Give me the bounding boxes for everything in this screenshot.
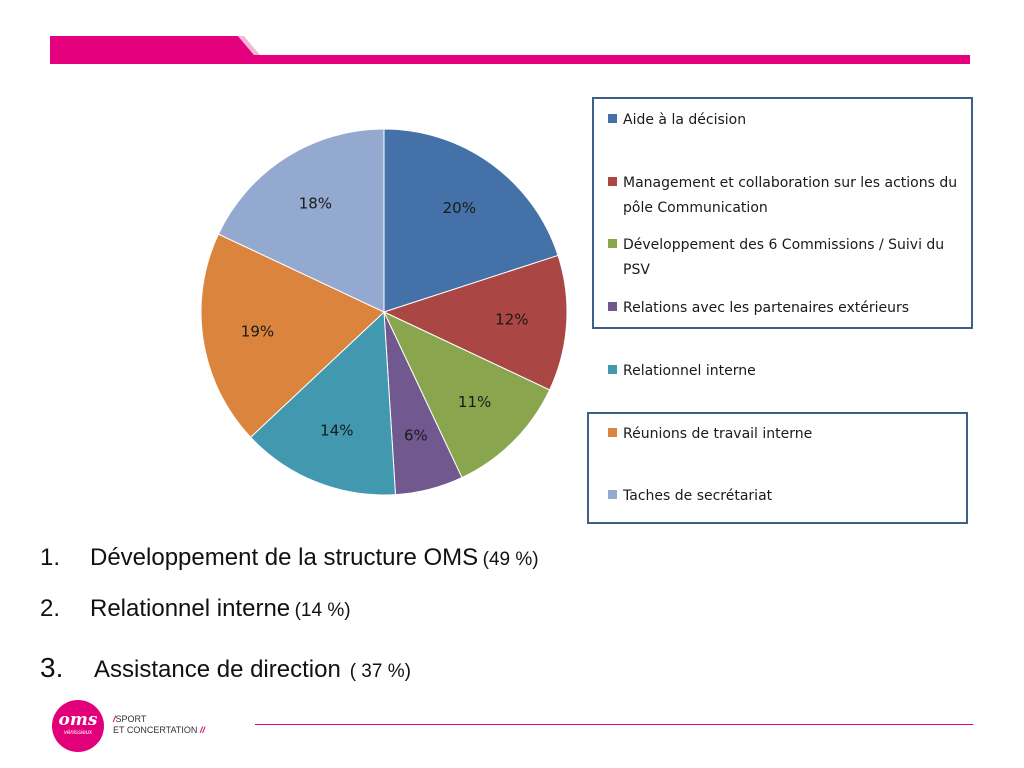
slice-label-7: 18%	[299, 194, 332, 212]
tagline: /SPORT ET CONCERTATION //	[113, 714, 205, 735]
legend-swatch	[608, 365, 617, 374]
legend-swatch	[608, 177, 617, 186]
summary-pct: (49 %)	[482, 549, 539, 570]
legend-label: Taches de secrétariat	[623, 488, 773, 504]
slice-label-1: 20%	[443, 199, 476, 217]
legend-swatch	[608, 490, 617, 499]
summary-text: Relationnel interne	[90, 595, 291, 622]
legend-swatch	[608, 114, 617, 123]
legend-box-top	[592, 97, 973, 329]
slice-label-4: 6%	[404, 427, 428, 445]
legend-label: Aide à la décision	[623, 112, 747, 128]
pie-slice-3	[382, 310, 551, 479]
legend-item-1: Aide à la décision	[608, 108, 963, 133]
legend-swatch	[608, 428, 617, 437]
summary-text: Développement de la structure OMS	[90, 544, 479, 571]
legend-box-bottom	[587, 412, 968, 524]
legend-label: Management et collaboration sur les acti…	[623, 175, 958, 216]
legend-item-5: Relationnel interne	[608, 359, 963, 384]
legend-item-4: Relations avec les partenaires extérieur…	[608, 296, 963, 321]
legend-item-2: Management et collaboration sur les acti…	[608, 171, 963, 221]
pie-slice-7	[217, 128, 385, 313]
legend-item-6: Réunions de travail interne	[608, 422, 963, 447]
legend-item-3: Développement des 6 Commissions / Suivi …	[608, 233, 963, 283]
legend-label: Relationnel interne	[623, 363, 756, 379]
pie-slice-6	[200, 233, 385, 438]
legend-swatch	[608, 302, 617, 311]
pie-slice-1	[383, 128, 559, 313]
pie-chart: 20% 12% 11% 6% 14% 19% 18%	[200, 128, 568, 496]
footer: oms vénissieux /SPORT ET CONCERTATION //	[0, 690, 1024, 768]
legend-label: Relations avec les partenaires extérieur…	[623, 300, 910, 316]
pie-slice-2	[382, 254, 568, 391]
slice-label-3: 11%	[458, 393, 491, 411]
summary-item-3: 3. Assistance de direction ( 37 %)	[40, 652, 411, 683]
slice-label-6: 19%	[241, 323, 274, 341]
summary-item-2: 2. Relationnel interne (14 %)	[40, 595, 351, 622]
summary-text: Assistance de direction	[94, 656, 341, 683]
slice-label-2: 12%	[495, 311, 528, 329]
legend-swatch	[608, 239, 617, 248]
legend-label: Réunions de travail interne	[623, 426, 813, 442]
slice-label-5: 14%	[320, 422, 353, 440]
header-band	[50, 36, 970, 64]
oms-logo: oms vénissieux	[52, 700, 104, 752]
summary-item-1: 1. Développement de la structure OMS (49 …	[40, 544, 539, 571]
legend-label: Développement des 6 Commissions / Suivi …	[623, 237, 945, 278]
pie-slice-5	[249, 310, 397, 496]
summary-pct: (14 %)	[294, 600, 351, 621]
footer-divider	[255, 724, 973, 725]
legend-item-7: Taches de secrétariat	[608, 484, 963, 509]
summary-pct: ( 37 %)	[349, 661, 411, 682]
